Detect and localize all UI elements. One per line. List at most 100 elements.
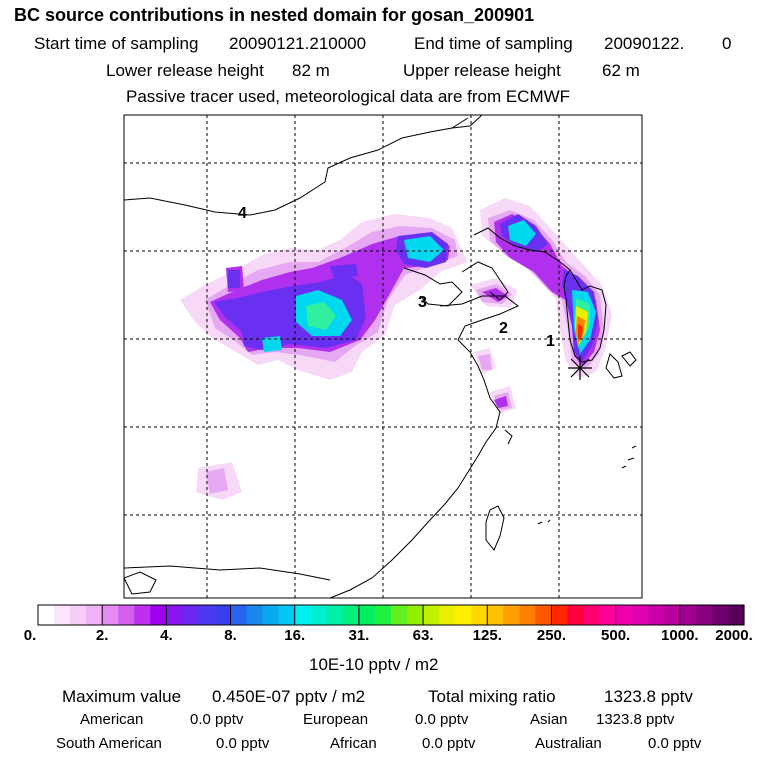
kyushu-coast: [621, 351, 637, 367]
color-bar-cell: [583, 605, 601, 625]
color-bar-cell: [455, 605, 472, 625]
color-bar-cell: [695, 605, 713, 625]
region-african-label: African: [330, 735, 377, 752]
china-korea-border: [473, 227, 571, 271]
coastlines: [124, 115, 637, 598]
color-bar-tick-label: 500.: [601, 627, 631, 644]
color-bar-tick-label: 125.: [472, 627, 502, 644]
color-bar-cell: [70, 605, 87, 625]
concentration-plumes: [124, 115, 642, 598]
plume-cyan: [508, 220, 536, 246]
lower-release-label: Lower release height: [106, 61, 264, 80]
color-bar-cell: [519, 605, 537, 625]
lower-release-value: 82 m: [292, 61, 330, 80]
color-bar-cell: [374, 605, 392, 625]
color-bar-tick-label: 1000.: [661, 627, 699, 644]
color-bar-cell: [118, 605, 135, 625]
region-south-american-value: 0.0 pptv: [216, 735, 270, 752]
region-african-value: 0.0 pptv: [422, 735, 476, 752]
plume-light: [478, 354, 492, 370]
color-bar-cell: [503, 605, 520, 625]
taiwan-coast: [485, 505, 505, 551]
plume-purple: [494, 396, 508, 408]
color-bar-cell: [38, 605, 55, 625]
color-bar-cell: [246, 605, 264, 625]
color-bar-cell: [727, 605, 745, 625]
china-vietnam-border: [124, 565, 331, 581]
region-label-3: 3: [418, 294, 427, 311]
plume-green: [306, 302, 336, 330]
lat-lon-grid: [124, 115, 642, 598]
color-bar-tick-label: 4.: [160, 627, 173, 644]
map-frame: [123, 114, 643, 599]
start-time-label: Start time of sampling: [34, 34, 199, 53]
region-australian-label: Australian: [535, 735, 602, 752]
region-asian-label: Asian: [530, 711, 568, 728]
color-bar-tick-label: 0.: [23, 627, 37, 644]
color-bar-cell: [358, 605, 376, 625]
color-bar-cell: [102, 605, 119, 625]
mongolia-border: [124, 117, 469, 216]
color-bar-cell: [262, 605, 280, 625]
color-bar-cell: [631, 605, 649, 625]
color-bar-tick-label: 16.: [284, 627, 306, 644]
bohai-coast: [403, 267, 463, 307]
color-bar-cell: [391, 605, 408, 625]
total-mixing-label: Total mixing ratio: [428, 687, 556, 706]
end-time-value: 20090122.: [604, 34, 685, 53]
korea-coast: [563, 269, 607, 363]
region-south-american-label: South American: [56, 735, 162, 752]
color-bar-cell: [294, 605, 312, 625]
color-bar-cell: [182, 605, 200, 625]
upper-release-label: Upper release height: [403, 61, 561, 80]
japan-coast: [605, 353, 623, 379]
end-time-value-extra: 0: [722, 34, 732, 53]
shandong-coast: [439, 295, 519, 341]
plume-cyan: [262, 336, 282, 352]
region-label-1: 1: [546, 333, 555, 350]
color-bar-cell: [567, 605, 585, 625]
color-bar-cell: [407, 605, 424, 625]
color-bar-tick-label: 31.: [348, 627, 370, 644]
color-bar-cell: [166, 605, 184, 625]
border-northeast: [451, 115, 483, 129]
ryukyu-islands: [537, 445, 637, 525]
plume-cyan: [404, 236, 444, 262]
region-european-label: European: [303, 711, 369, 728]
yellow-sea-inlet: [504, 429, 513, 445]
hainan-coast: [124, 571, 157, 595]
plume-blue: [330, 264, 358, 278]
color-bar-frame: [37, 604, 745, 626]
color-bar-cell: [439, 605, 456, 625]
color-bar-cell: [679, 605, 697, 625]
color-bar-unit: 10E-10 pptv / m2: [309, 655, 439, 674]
tracer-note: Passive tracer used, meteorological data…: [126, 87, 571, 106]
color-bar-cell: [423, 605, 440, 625]
color-bar-cell: [711, 605, 729, 625]
color-bar-tick-label: 2.: [95, 627, 109, 644]
color-bar-cell: [471, 605, 488, 625]
plume-blue: [228, 270, 240, 288]
receptor-star-icon: [568, 356, 592, 380]
color-bar-cell: [615, 605, 633, 625]
color-bar-cell: [54, 605, 71, 625]
color-bar-cell: [487, 605, 504, 625]
region-european-value: 0.0 pptv: [415, 711, 469, 728]
end-time-label: End time of sampling: [414, 34, 573, 53]
color-bar-cell: [599, 605, 617, 625]
region-asian-value: 1323.8 pptv: [596, 711, 675, 728]
color-bar-cell: [663, 605, 681, 625]
color-bar-cell: [230, 605, 248, 625]
color-bar-cell: [551, 605, 569, 625]
region-label-2: 2: [499, 320, 508, 337]
color-bar-tick-label: 63.: [412, 627, 434, 644]
color-bar-cell: [326, 605, 344, 625]
color-bar-cell: [214, 605, 232, 625]
upper-release-value: 62 m: [602, 61, 640, 80]
color-bar-cell: [342, 605, 360, 625]
color-bar-tick-label: 250.: [536, 627, 567, 644]
liaodong-coast: [461, 261, 509, 301]
plot-title: BC source contributions in nested domain…: [14, 5, 535, 25]
color-bar-tick-label: 2000.: [715, 627, 753, 644]
color-bar-cell: [198, 605, 216, 625]
